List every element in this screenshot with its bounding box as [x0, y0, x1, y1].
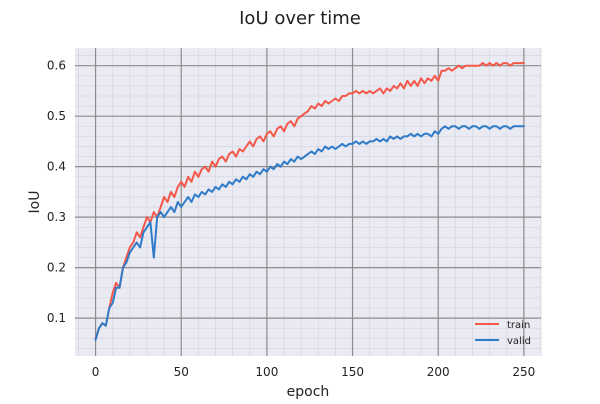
y-tick-label: 0.1: [47, 311, 66, 325]
y-tick-label: 0.4: [47, 160, 66, 174]
y-axis-ticks: 0.1 0.2 0.3 0.4 0.5 0.6: [47, 59, 66, 325]
x-tick-label: 0: [92, 365, 100, 379]
plot-background: [75, 48, 541, 356]
series-lines: [94, 62, 525, 341]
y-tick-label: 0.3: [47, 210, 66, 224]
chart-title: IoU over time: [239, 8, 361, 29]
y-tick-label: 0.6: [47, 59, 66, 73]
x-axis-label: epoch: [287, 384, 330, 400]
x-tick-label: 50: [174, 365, 189, 379]
x-tick-label: 250: [512, 365, 535, 379]
y-tick-label: 0.2: [47, 261, 66, 275]
legend-label-valid: valid: [507, 336, 531, 347]
minor-grid: [75, 48, 542, 356]
x-tick-label: 200: [427, 365, 450, 379]
x-axis-ticks: 0 50 100 150 200 250: [92, 365, 536, 379]
series-line-valid: [94, 125, 525, 341]
series-line-train: [94, 62, 525, 340]
x-tick-label: 100: [255, 365, 278, 379]
y-tick-label: 0.5: [47, 109, 66, 123]
x-tick-label: 150: [341, 365, 364, 379]
legend-label-train: train: [507, 320, 530, 331]
y-axis-label: IoU: [27, 191, 43, 214]
major-grid: [75, 48, 541, 356]
legend: train valid: [475, 320, 531, 347]
